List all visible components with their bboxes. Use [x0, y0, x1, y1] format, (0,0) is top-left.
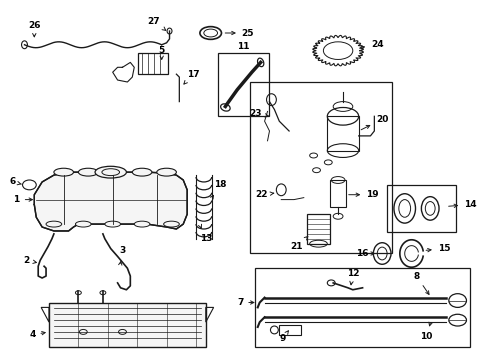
- Text: 23: 23: [249, 109, 268, 118]
- Text: 1: 1: [14, 195, 32, 204]
- Text: 10: 10: [419, 322, 431, 341]
- Ellipse shape: [104, 221, 120, 227]
- Text: 7: 7: [236, 298, 253, 307]
- Text: 5: 5: [158, 46, 164, 59]
- Text: 19: 19: [348, 190, 378, 199]
- Ellipse shape: [132, 168, 152, 176]
- Text: 16: 16: [356, 249, 374, 258]
- Text: 9: 9: [279, 331, 288, 343]
- Bar: [49, 302, 205, 347]
- Ellipse shape: [157, 168, 176, 176]
- Ellipse shape: [54, 168, 73, 176]
- Text: 2: 2: [23, 256, 36, 265]
- Text: 22: 22: [255, 190, 273, 199]
- Bar: [329, 180, 345, 207]
- Bar: [138, 53, 167, 74]
- Text: 12: 12: [346, 269, 358, 285]
- Text: 20: 20: [361, 115, 387, 130]
- Ellipse shape: [134, 221, 150, 227]
- Bar: [217, 53, 268, 116]
- Text: 24: 24: [360, 40, 383, 49]
- Ellipse shape: [163, 221, 179, 227]
- Bar: [306, 214, 329, 244]
- Bar: [254, 268, 469, 347]
- Text: 6: 6: [10, 177, 21, 186]
- Text: 3: 3: [119, 246, 125, 265]
- Bar: [386, 185, 455, 232]
- Text: 21: 21: [290, 237, 307, 251]
- Text: 18: 18: [210, 180, 226, 199]
- Bar: [326, 116, 358, 150]
- Text: 26: 26: [28, 21, 41, 37]
- Ellipse shape: [46, 221, 61, 227]
- Bar: [249, 82, 391, 253]
- Text: 17: 17: [183, 70, 199, 84]
- Polygon shape: [34, 172, 187, 231]
- Bar: [279, 325, 300, 335]
- Text: 13: 13: [198, 224, 212, 243]
- Text: 27: 27: [147, 17, 165, 30]
- Ellipse shape: [95, 166, 126, 178]
- Text: 15: 15: [425, 244, 449, 253]
- Ellipse shape: [102, 168, 122, 176]
- Text: 11: 11: [236, 42, 249, 51]
- Text: 14: 14: [448, 200, 476, 209]
- Text: 25: 25: [225, 28, 254, 37]
- Text: 8: 8: [412, 271, 428, 294]
- Ellipse shape: [75, 221, 91, 227]
- Ellipse shape: [78, 168, 98, 176]
- Text: 4: 4: [29, 330, 45, 339]
